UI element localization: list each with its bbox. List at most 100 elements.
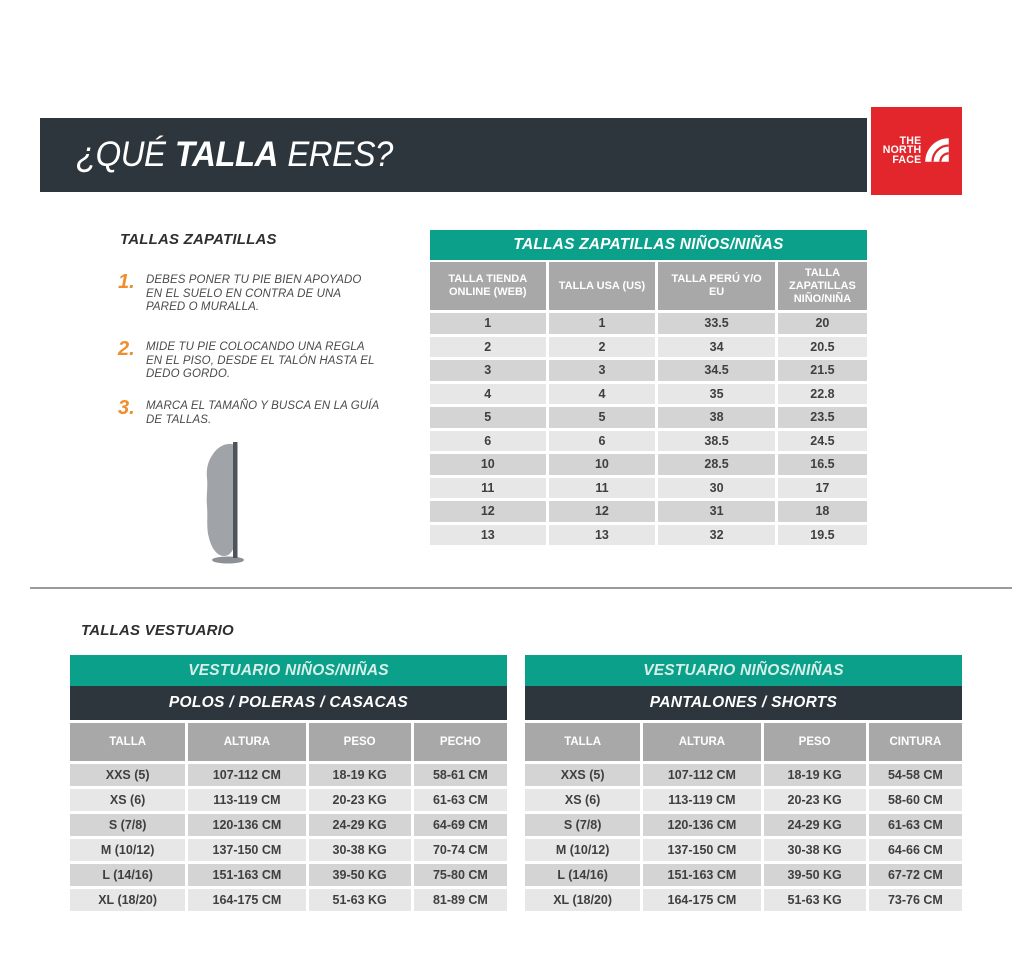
table-cell: 20-23 KG xyxy=(763,789,866,811)
north-face-logo: THE NORTH FACE xyxy=(871,107,962,195)
table-row: XS (6) 113-119 CM 20-23 KG 61-63 CM xyxy=(70,789,507,811)
table-cell: 12 xyxy=(430,501,546,522)
step-text: MARCA EL TAMAÑO Y BUSCA EN LA GUÍA DE TA… xyxy=(146,400,379,426)
foot-measure-illustration xyxy=(206,442,244,564)
table-cell: 24-29 KG xyxy=(763,814,866,836)
table-cell: 67-72 CM xyxy=(868,864,962,886)
table-cell: 30-38 KG xyxy=(308,839,411,861)
table-header-row: TALLA TIENDA ONLINE (WEB) TALLA USA (US) T… xyxy=(430,262,867,310)
table-cell: 54-58 CM xyxy=(868,764,962,786)
table-cell: 137-150 CM xyxy=(188,839,306,861)
shoe-section-heading: TALLAS ZAPATILLAS xyxy=(120,231,277,248)
table-cell: 39-50 KG xyxy=(763,864,866,886)
table-cell: 21.5 xyxy=(777,360,867,381)
table-cell: 30-38 KG xyxy=(763,839,866,861)
title-suffix: ERES? xyxy=(287,135,393,174)
table-cell: 61-63 CM xyxy=(868,814,962,836)
table-row: XXS (5) 107-112 CM 18-19 KG 54-58 CM xyxy=(525,764,962,786)
table-cell: 34.5 xyxy=(658,360,775,381)
table-cell: M (10/12) xyxy=(525,839,641,861)
table-cell: 1 xyxy=(430,313,546,334)
table-cell: 164-175 CM xyxy=(643,889,761,911)
table-cell: 2 xyxy=(430,336,546,357)
column-header: TALLA ZAPATILLAS NIÑO/NIÑA xyxy=(777,262,867,310)
table-cell: 6 xyxy=(548,430,656,451)
table-row: 2 2 34 20.5 xyxy=(430,336,867,357)
table-cell: 28.5 xyxy=(658,454,775,475)
table-cell: 20.5 xyxy=(777,336,867,357)
table-cell: 3 xyxy=(430,360,546,381)
table-cell: 64-69 CM xyxy=(413,814,507,836)
table-row: XS (6) 113-119 CM 20-23 KG 58-60 CM xyxy=(525,789,962,811)
table-cell: 151-163 CM xyxy=(188,864,306,886)
column-header: PECHO xyxy=(413,723,507,761)
step-number: 3. xyxy=(118,397,135,419)
table-cell: 113-119 CM xyxy=(188,789,306,811)
column-header: TALLA USA (US) xyxy=(548,262,656,310)
table-cell: 11 xyxy=(430,477,546,498)
table-cell: 3 xyxy=(548,360,656,381)
table-row: S (7/8) 120-136 CM 24-29 KG 61-63 CM xyxy=(525,814,962,836)
table-row: XL (18/20) 164-175 CM 51-63 KG 73-76 CM xyxy=(525,889,962,911)
table-row: S (7/8) 120-136 CM 24-29 KG 64-69 CM xyxy=(70,814,507,836)
table-title: TALLAS ZAPATILLAS NIÑOS/NIÑAS xyxy=(513,236,784,253)
table-cell: 10 xyxy=(548,454,656,475)
table-row: 5 5 38 23.5 xyxy=(430,407,867,428)
table-cell: 31 xyxy=(658,501,775,522)
instruction-step: 2. MIDE TU PIE COLOCANDO UNA REGLA EN EL… xyxy=(118,339,380,382)
table-cell: 164-175 CM xyxy=(188,889,306,911)
column-header: TALLA xyxy=(70,723,186,761)
table-row: L (14/16) 151-163 CM 39-50 KG 67-72 CM xyxy=(525,864,962,886)
table-cell: 151-163 CM xyxy=(643,864,761,886)
title-prefix: ¿QUÉ xyxy=(76,135,166,174)
table-cell: 4 xyxy=(430,383,546,404)
column-header: TALLA xyxy=(525,723,641,761)
table-body: 1 1 33.5 20 2 2 34 20.5 3 3 34.5 21.5 4 4 35 22.8 5 5 38 23… xyxy=(430,313,867,545)
table-row: 3 3 34.5 21.5 xyxy=(430,360,867,381)
table-cell: XXS (5) xyxy=(525,764,641,786)
table-cell: 18-19 KG xyxy=(308,764,411,786)
table-subtitle: POLOS / POLERAS / CASACAS xyxy=(168,694,409,711)
table-cell: 113-119 CM xyxy=(643,789,761,811)
table-cell: 17 xyxy=(777,477,867,498)
table-row: 12 12 31 18 xyxy=(430,501,867,522)
table-row: 6 6 38.5 24.5 xyxy=(430,430,867,451)
table-title-banner: TALLAS ZAPATILLAS NIÑOS/NIÑAS xyxy=(430,230,867,260)
table-cell: 22.8 xyxy=(777,383,867,404)
table-cell: 137-150 CM xyxy=(643,839,761,861)
page-header-bar: ¿QUÉ TALLA ERES? xyxy=(40,118,867,192)
table-cell: 120-136 CM xyxy=(188,814,306,836)
table-title-banner: VESTUARIO NIÑOS/NIÑAS xyxy=(70,655,507,686)
logo-line-3: FACE xyxy=(892,153,922,166)
table-cell: S (7/8) xyxy=(525,814,641,836)
table-cell: 51-63 KG xyxy=(763,889,866,911)
shoe-size-table: TALLAS ZAPATILLAS NIÑOS/NIÑAS TALLA TIEN… xyxy=(430,230,867,545)
table-subtitle-banner: PANTALONES / SHORTS xyxy=(525,686,962,720)
table-cell: 58-61 CM xyxy=(413,764,507,786)
table-cell: 61-63 CM xyxy=(413,789,507,811)
table-row: M (10/12) 137-150 CM 30-38 KG 70-74 CM xyxy=(70,839,507,861)
table-cell: 2 xyxy=(548,336,656,357)
logo-inner: THE NORTH FACE xyxy=(882,136,951,166)
table-cell: 51-63 KG xyxy=(308,889,411,911)
column-header: TALLA PERÚ Y/O EU xyxy=(658,262,775,310)
table-cell: 4 xyxy=(548,383,656,404)
table-cell: XL (18/20) xyxy=(70,889,186,911)
half-dome-icon xyxy=(925,138,949,162)
table-cell: 11 xyxy=(548,477,656,498)
instruction-step: 3. MARCA EL TAMAÑO Y BUSCA EN LA GUÍA DE… xyxy=(118,398,380,427)
table-cell: XS (6) xyxy=(525,789,641,811)
table-cell: XXS (5) xyxy=(70,764,186,786)
table-cell: 20 xyxy=(777,313,867,334)
table-cell: 39-50 KG xyxy=(308,864,411,886)
table-cell: 18-19 KG xyxy=(763,764,866,786)
table-title-banner: VESTUARIO NIÑOS/NIÑAS xyxy=(525,655,962,686)
table-cell: L (14/16) xyxy=(525,864,641,886)
table-body: XXS (5) 107-112 CM 18-19 KG 58-61 CM XS (6) 1… xyxy=(70,764,507,911)
table-cell: 5 xyxy=(548,407,656,428)
table-cell: 12 xyxy=(548,501,656,522)
table-cell: 30 xyxy=(658,477,775,498)
table-row: XXS (5) 107-112 CM 18-19 KG 58-61 CM xyxy=(70,764,507,786)
table-cell: 18 xyxy=(777,501,867,522)
